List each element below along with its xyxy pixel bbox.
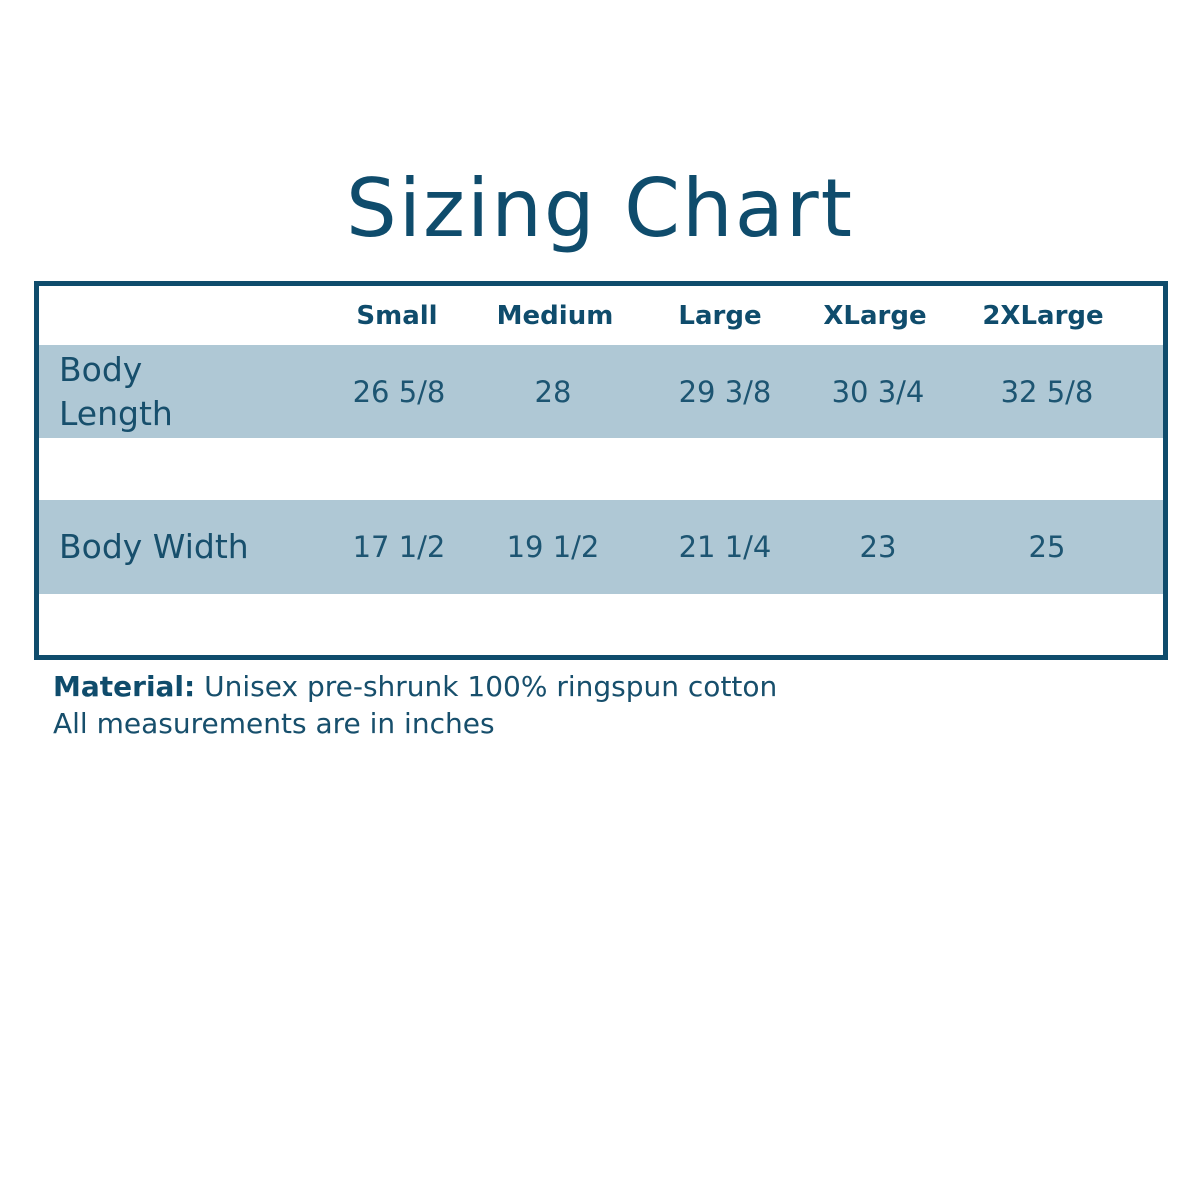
table-cell: 21 1/4 [678, 530, 772, 564]
table-header-row: Small Medium Large XLarge 2XLarge [39, 286, 1163, 346]
material-value: Unisex pre-shrunk 100% ringspun cotton [195, 670, 778, 703]
column-header-large: Large [678, 301, 762, 331]
table-cell: 19 1/2 [506, 530, 600, 564]
table-cell: 17 1/2 [352, 530, 446, 564]
sizing-table: Small Medium Large XLarge 2XLarge Body L… [34, 281, 1168, 660]
table-cell: 30 3/4 [831, 374, 925, 409]
page-title: Sizing Chart [346, 162, 854, 255]
column-header-2xlarge: 2XLarge [982, 301, 1104, 331]
material-note: Material: Unisex pre-shrunk 100% ringspu… [53, 670, 777, 703]
units-note: All measurements are in inches [53, 707, 495, 740]
table-cell: 25 [1028, 530, 1066, 564]
table-cell: 28 [534, 374, 572, 409]
row-label: Body Length [59, 349, 173, 433]
row-label: Body Width [59, 527, 249, 566]
table-cell: 23 [859, 530, 897, 564]
table-cell: 29 3/8 [678, 374, 772, 409]
table-cell: 26 5/8 [352, 374, 446, 409]
material-label: Material: [53, 670, 196, 703]
column-header-small: Small [356, 301, 438, 331]
table-row: Body Width 17 1/2 19 1/2 21 1/4 23 25 [39, 500, 1163, 594]
column-header-xlarge: XLarge [823, 301, 927, 331]
table-cell: 32 5/8 [1000, 374, 1094, 409]
table-row: Body Length 26 5/8 28 29 3/8 30 3/4 32 5… [39, 345, 1163, 438]
column-header-medium: Medium [496, 301, 614, 331]
